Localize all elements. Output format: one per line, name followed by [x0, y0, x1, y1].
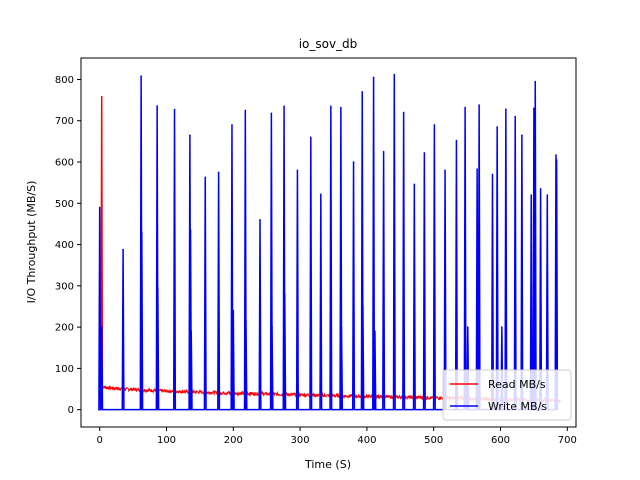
- write-spike-point: [546, 194, 549, 196]
- write-spike-point: [478, 104, 480, 106]
- y-tick-label: 200: [55, 323, 74, 334]
- x-tick-label: 0: [97, 435, 103, 446]
- write-spike-point: [413, 183, 416, 186]
- write-spike-point: [555, 154, 557, 156]
- write-spike-point: [100, 326, 103, 328]
- legend: Read MB/s Write MB/s: [442, 369, 572, 421]
- x-tick-label: 500: [424, 435, 443, 446]
- write-spike-point: [372, 76, 375, 79]
- y-tick-label: 300: [55, 281, 74, 292]
- write-spike-point: [534, 80, 537, 83]
- write-spike-point: [245, 320, 247, 322]
- write-spike-point: [157, 287, 159, 289]
- write-spike-point: [444, 169, 446, 172]
- write-spike-point: [382, 150, 385, 153]
- write-spike-point: [259, 219, 261, 221]
- write-spike-point: [361, 91, 364, 93]
- write-spike-point: [539, 188, 542, 190]
- write-spike-point: [98, 206, 101, 209]
- write-spike-point: [521, 134, 523, 136]
- x-tick-label: 200: [224, 435, 243, 446]
- write-spike-point: [423, 152, 426, 154]
- write-spike-point: [283, 105, 285, 108]
- write-spike-point: [271, 326, 273, 328]
- write-spike-point: [320, 193, 322, 196]
- y-tick-label: 0: [68, 405, 74, 416]
- legend-read-label: Read MB/s: [488, 378, 546, 391]
- write-spike-point: [464, 106, 466, 109]
- write-spike-point: [140, 75, 142, 77]
- write-spike-point: [189, 229, 192, 231]
- write-spike-point: [505, 108, 507, 110]
- write-spike-point: [433, 124, 436, 126]
- x-tick-label: 400: [357, 435, 376, 446]
- write-spike-point: [530, 194, 533, 196]
- write-spike-point: [190, 330, 193, 333]
- write-spike-point: [232, 309, 235, 312]
- y-tick-label: 600: [55, 158, 74, 169]
- x-tick-label: 700: [558, 435, 577, 446]
- write-spike-point: [340, 326, 343, 328]
- write-spike-point: [340, 106, 342, 109]
- legend-box: [442, 369, 572, 421]
- write-spike-point: [156, 105, 158, 107]
- x-tick-label: 300: [291, 435, 310, 446]
- chart-title: io_sov_db: [299, 37, 358, 51]
- write-spike-point: [466, 326, 469, 328]
- y-axis-label: I/O Throughput (MB/S): [25, 181, 38, 304]
- y-tick-label: 400: [55, 240, 74, 251]
- write-spike-point: [244, 109, 247, 112]
- x-axis-label: Time (S): [304, 458, 351, 471]
- write-spike-point: [296, 169, 299, 172]
- write-spike-point: [310, 136, 312, 139]
- x-axis: 0 100 200 300 400 500 600 700: [97, 427, 577, 446]
- y-axis: 0 100 200 300 400 500 600 700 800: [55, 75, 81, 416]
- y-tick-label: 700: [55, 116, 74, 127]
- write-spike-point: [330, 105, 332, 108]
- write-spike-point: [352, 161, 355, 163]
- write-spike-point: [476, 168, 478, 170]
- legend-write-label: Write MB/s: [488, 400, 547, 413]
- write-spike-point: [455, 139, 458, 142]
- write-spike-point: [189, 134, 191, 136]
- write-line: [98, 74, 559, 411]
- write-spike-point: [496, 126, 498, 128]
- write-spike-point: [173, 108, 176, 111]
- write-spike-point: [514, 115, 517, 118]
- plot-frame: [80, 57, 577, 428]
- y-tick-label: 100: [55, 364, 74, 375]
- read-spike: [100, 95, 104, 387]
- y-tick-label: 800: [55, 75, 74, 86]
- write-spike-point: [362, 305, 364, 308]
- write-spike-point: [231, 124, 233, 126]
- write-spike-point: [140, 231, 143, 233]
- write-spike-point: [374, 330, 376, 333]
- write-spike-point: [555, 159, 558, 161]
- write-spike-point: [491, 173, 494, 176]
- write-spike-point: [217, 171, 220, 174]
- write-spike-point: [204, 176, 207, 179]
- write-series: [98, 73, 559, 411]
- write-spike-point: [501, 326, 503, 328]
- y-tick-label: 500: [55, 199, 74, 210]
- write-spike-point: [533, 107, 535, 110]
- x-tick-label: 600: [491, 435, 510, 446]
- write-spike-point: [283, 293, 286, 295]
- write-spike-point: [402, 111, 405, 114]
- write-spike-point: [122, 248, 124, 251]
- x-tick-label: 100: [157, 435, 176, 446]
- write-spike-point: [270, 112, 273, 115]
- write-spike-point: [393, 73, 396, 76]
